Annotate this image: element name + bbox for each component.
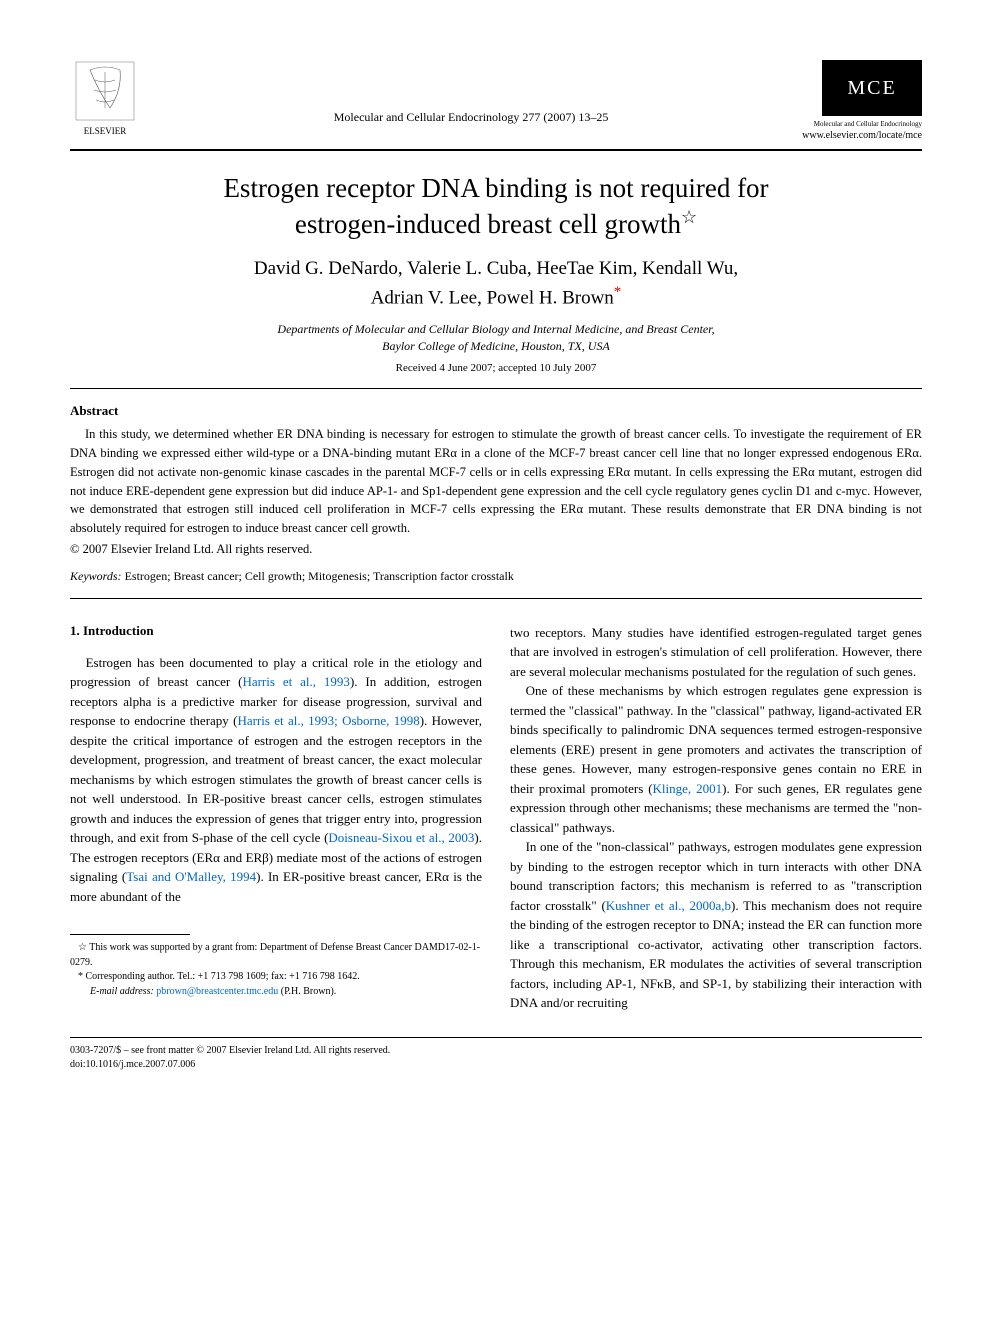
cite-kushner-2000[interactable]: Kushner et al., 2000a,b xyxy=(606,898,731,913)
abstract-text: In this study, we determined whether ER … xyxy=(70,425,922,538)
article-title: Estrogen receptor DNA binding is not req… xyxy=(70,171,922,242)
right-column: two receptors. Many studies have identif… xyxy=(510,623,922,1013)
section-1-heading: 1. Introduction xyxy=(70,623,482,639)
fn2-text: Corresponding author. Tel.: +1 713 798 1… xyxy=(86,971,360,982)
corresponding-mark: * xyxy=(614,284,622,300)
rule-bottom xyxy=(70,1037,922,1038)
footnote-funding: ☆ This work was supported by a grant fro… xyxy=(70,941,482,970)
abstract-copyright: © 2007 Elsevier Ireland Ltd. All rights … xyxy=(70,542,922,557)
rule-above-abstract xyxy=(70,388,922,389)
affiliation-line1: Departments of Molecular and Cellular Bi… xyxy=(277,322,714,336)
rule-below-keywords xyxy=(70,598,922,599)
rule-top xyxy=(70,149,922,151)
keywords-text: Estrogen; Breast cancer; Cell growth; Mi… xyxy=(125,569,514,583)
footer-line1: 0303-7207/$ – see front matter © 2007 El… xyxy=(70,1045,390,1056)
cite-harris-osborne[interactable]: Harris et al., 1993; Osborne, 1998 xyxy=(237,713,419,728)
cite-klinge-2001[interactable]: Klinge, 2001 xyxy=(653,781,723,796)
abstract-heading: Abstract xyxy=(70,403,922,419)
fn1-text: This work was supported by a grant from:… xyxy=(70,942,480,968)
intro-para-1: Estrogen has been documented to play a c… xyxy=(70,653,482,907)
cite-harris-1993[interactable]: Harris et al., 1993 xyxy=(242,674,350,689)
elsevier-logo: ELSEVIER xyxy=(70,60,140,140)
intro-para-2: One of these mechanisms by which estroge… xyxy=(510,681,922,837)
keywords-label: Keywords: xyxy=(70,569,122,583)
affiliation-line2: Baylor College of Medicine, Houston, TX,… xyxy=(382,339,610,353)
footnote-separator xyxy=(70,934,190,935)
svg-text:ELSEVIER: ELSEVIER xyxy=(84,126,127,136)
mce-logo-box: MCE xyxy=(822,60,922,116)
footer-publication: 0303-7207/$ – see front matter © 2007 El… xyxy=(70,1044,922,1072)
authors-line1: David G. DeNardo, Valerie L. Cuba, HeeTa… xyxy=(254,258,738,279)
journal-logo: MCE Molecular and Cellular Endocrinology… xyxy=(802,60,922,141)
footnote-corresponding: * Corresponding author. Tel.: +1 713 798… xyxy=(70,970,482,985)
p3-seg-b: ). This mechanism does not require the b… xyxy=(510,898,922,1011)
title-line1: Estrogen receptor DNA binding is not req… xyxy=(223,173,768,203)
left-column: 1. Introduction Estrogen has been docume… xyxy=(70,623,482,1013)
fn2-mark: * xyxy=(78,971,83,982)
intro-para-1-cont: two receptors. Many studies have identif… xyxy=(510,623,922,682)
mce-full-name: Molecular and Cellular Endocrinology xyxy=(802,120,922,128)
title-line2: estrogen-induced breast cell growth xyxy=(295,209,681,239)
journal-citation: Molecular and Cellular Endocrinology 277… xyxy=(140,60,802,125)
article-dates: Received 4 June 2007; accepted 10 July 2… xyxy=(70,362,922,374)
email-label: E-mail address: xyxy=(90,986,154,997)
p2-seg-a: One of these mechanisms by which estroge… xyxy=(510,683,922,796)
email-suffix: (P.H. Brown). xyxy=(281,986,337,997)
authors: David G. DeNardo, Valerie L. Cuba, HeeTa… xyxy=(70,256,922,311)
p1-seg-c: ). However, despite the critical importa… xyxy=(70,713,482,845)
affiliation: Departments of Molecular and Cellular Bi… xyxy=(70,321,922,355)
footnote-email: E-mail address: pbrown@breastcenter.tmc.… xyxy=(70,985,482,1000)
cite-doisneau-2003[interactable]: Doisneau-Sixou et al., 2003 xyxy=(328,830,474,845)
fn1-mark: ☆ xyxy=(78,942,87,953)
header-row: ELSEVIER Molecular and Cellular Endocrin… xyxy=(70,60,922,141)
authors-line2: Adrian V. Lee, Powel H. Brown xyxy=(371,287,614,308)
journal-url[interactable]: www.elsevier.com/locate/mce xyxy=(802,130,922,141)
cite-tsai-1994[interactable]: Tsai and O'Malley, 1994 xyxy=(126,869,256,884)
keywords: Keywords: Estrogen; Breast cancer; Cell … xyxy=(70,569,922,584)
footer-doi: doi:10.1016/j.mce.2007.07.006 xyxy=(70,1059,195,1070)
corresponding-email[interactable]: pbrown@breastcenter.tmc.edu xyxy=(156,986,278,997)
intro-para-3: In one of the "non-classical" pathways, … xyxy=(510,837,922,1013)
title-footnote-mark: ☆ xyxy=(681,207,697,227)
body-columns: 1. Introduction Estrogen has been docume… xyxy=(70,623,922,1013)
